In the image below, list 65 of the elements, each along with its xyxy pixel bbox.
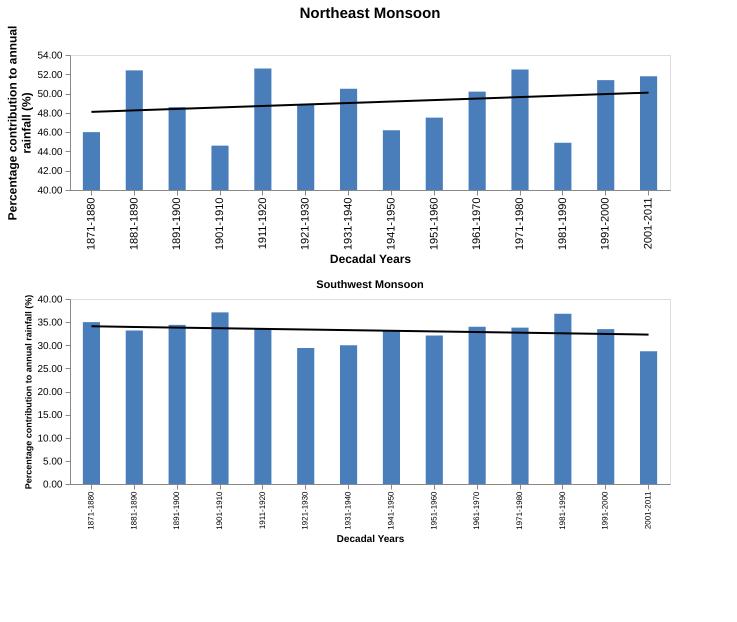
- x-tick-label: 1891-1900: [172, 490, 182, 530]
- bar: [468, 326, 486, 484]
- x-tick-label: 1961-1970: [471, 198, 484, 250]
- x-tick-label: 1931-1940: [342, 198, 355, 250]
- x-tick-label: 1881-1890: [128, 198, 140, 250]
- y-tick-label: 54.00: [37, 50, 63, 62]
- y-tick-label: 15.00: [37, 410, 63, 422]
- y-tick-label: 20.00: [37, 387, 63, 398]
- x-tick-label: 2001-2011: [644, 490, 653, 530]
- y-tick-label: 5.00: [43, 456, 63, 468]
- x-tick-label: 1971-1980: [515, 490, 524, 530]
- bar: [211, 312, 229, 484]
- x-tick-label: 1931-1940: [344, 490, 353, 530]
- x-tick-label: 1951-1960: [428, 198, 440, 250]
- x-tick-label: 1961-1970: [472, 490, 482, 530]
- x-tick-label: 1871-1880: [85, 198, 98, 250]
- y-tick-label: 42.00: [37, 166, 63, 178]
- y-axis-title: Percentage contribution to annual rainfall (%): [23, 294, 34, 490]
- bar: [597, 329, 614, 484]
- bar: [426, 336, 443, 484]
- y-tick-label: 46.00: [37, 128, 63, 139]
- bar: [340, 345, 358, 484]
- bar: [640, 351, 658, 484]
- y-tick-label: 52.00: [37, 70, 63, 81]
- bar: [254, 328, 272, 484]
- x-tick-label: 1971-1980: [514, 198, 526, 250]
- y-tick-label: 44.00: [37, 146, 63, 158]
- x-tick-label: 1881-1890: [129, 490, 138, 530]
- x-tick-label: 1901-1910: [215, 490, 224, 530]
- x-axis-title: Decadal Years: [330, 252, 412, 266]
- bar: [168, 324, 186, 484]
- y-axis-title: Percentage contribution to annual rainfall (%): [5, 26, 34, 220]
- x-tick-label: 1981-1990: [558, 490, 567, 530]
- bar: [554, 314, 572, 484]
- x-tick-label: 1901-1910: [214, 198, 226, 250]
- y-tick-label: 25.00: [37, 364, 63, 375]
- bar: [382, 331, 400, 484]
- x-tick-label: 1921-1930: [300, 490, 310, 530]
- x-tick-label: 1991-2000: [600, 490, 610, 530]
- chart-title: Southwest Monsoon: [316, 279, 424, 291]
- x-tick-label: 1871-1880: [86, 490, 96, 530]
- chart-title: Northeast Monsoon: [300, 5, 440, 22]
- x-tick-label: 1981-1990: [556, 198, 569, 250]
- bar: [82, 322, 100, 484]
- x-tick-label: 1891-1900: [171, 198, 184, 250]
- x-tick-label: 1951-1960: [429, 490, 438, 530]
- x-axis-title: Decadal Years: [336, 534, 405, 545]
- y-tick-label: 48.00: [37, 108, 63, 120]
- x-tick-label: 1941-1950: [385, 198, 398, 250]
- x-tick-label: 1991-2000: [600, 198, 612, 250]
- bar: [126, 330, 143, 484]
- y-tick-label: 40.00: [37, 186, 63, 196]
- y-tick-label: 30.00: [37, 340, 63, 352]
- x-tick-label: 1921-1930: [300, 198, 312, 250]
- y-tick-label: 35.00: [37, 318, 63, 329]
- y-tick-label: 50.00: [37, 89, 63, 100]
- x-tick-label: 1911-1920: [258, 490, 267, 530]
- x-tick-label: 1941-1950: [386, 490, 396, 530]
- y-tick-label: 40.00: [37, 294, 63, 306]
- bar: [511, 328, 529, 484]
- x-tick-label: 1911-1920: [256, 198, 269, 250]
- y-tick-label: 10.00: [37, 433, 63, 444]
- y-tick-label: 0.00: [43, 480, 63, 490]
- x-tick-label: 2001-2011: [642, 198, 655, 250]
- bar: [297, 348, 314, 484]
